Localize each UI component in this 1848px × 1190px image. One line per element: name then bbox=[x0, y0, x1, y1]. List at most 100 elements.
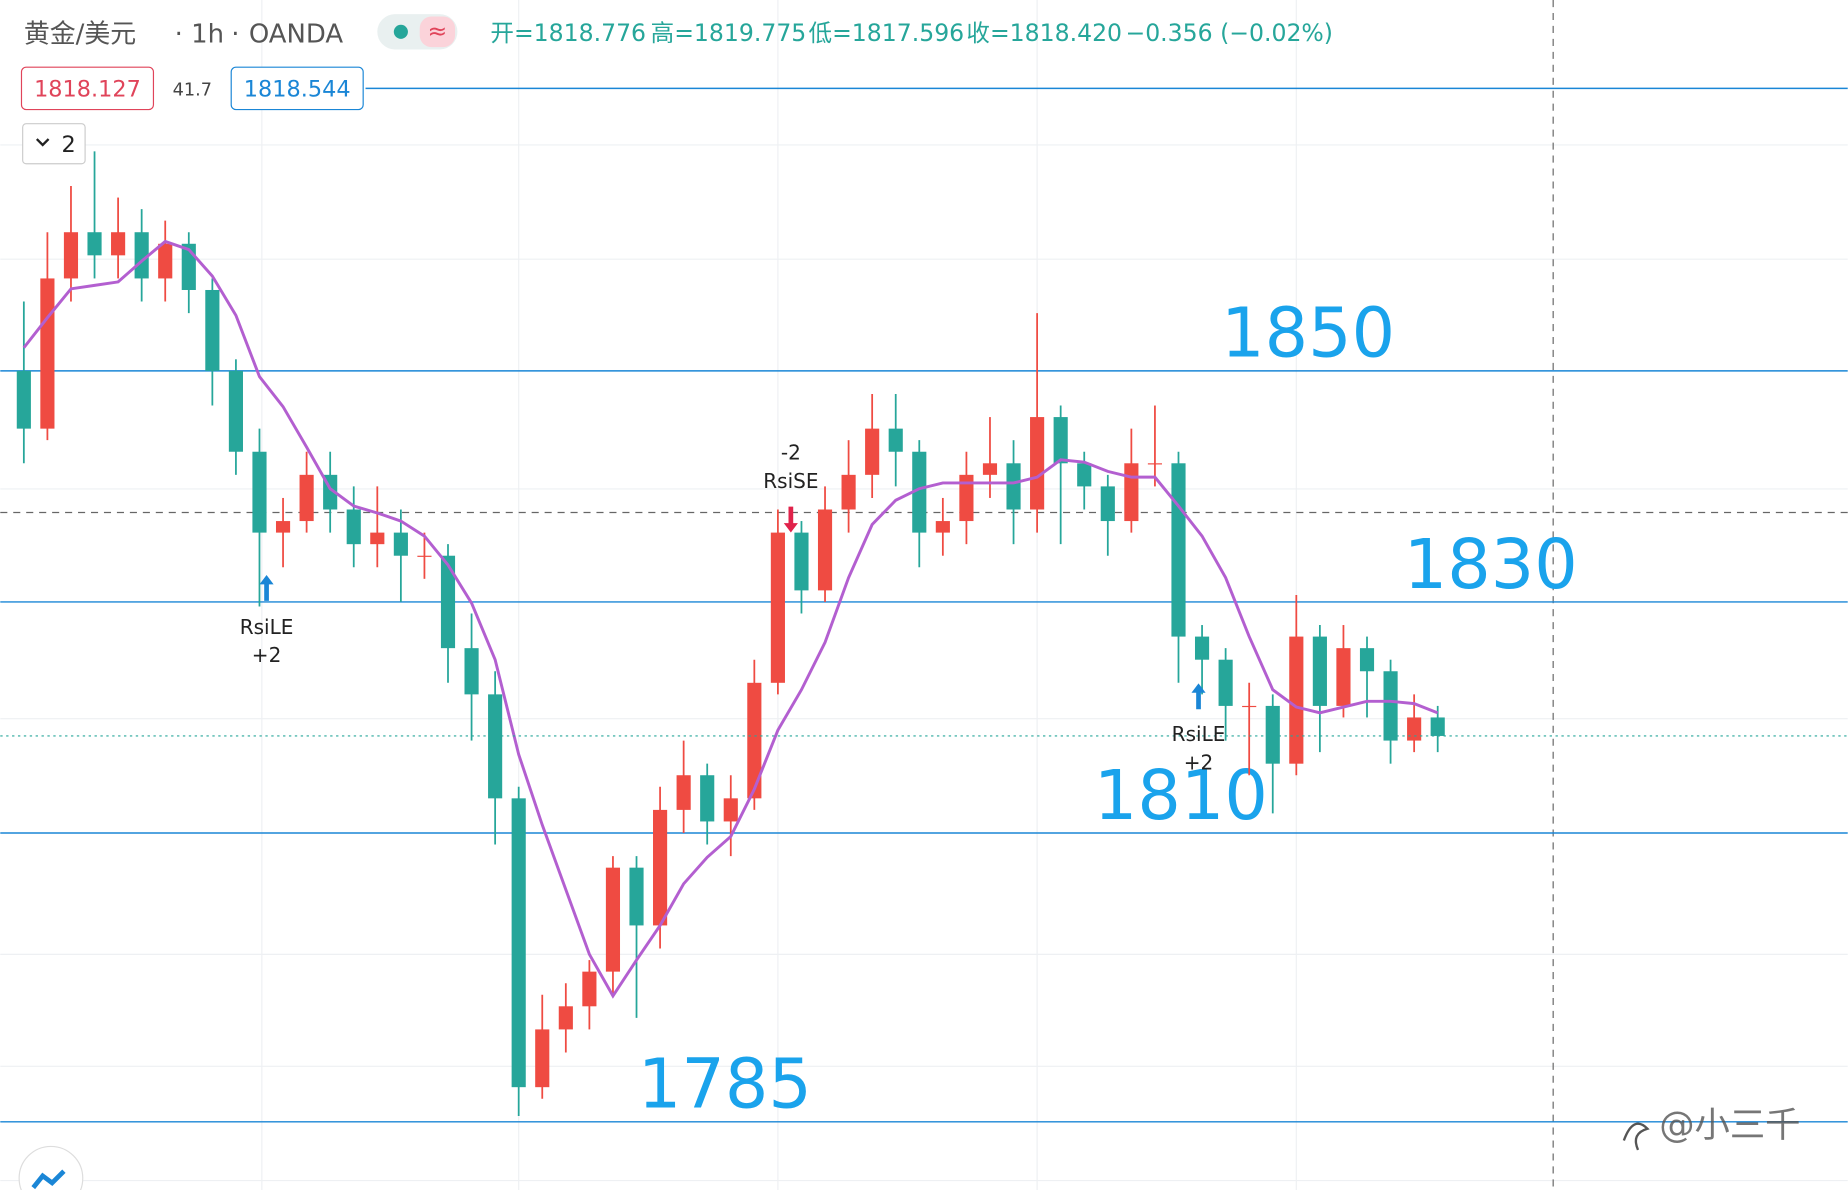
weibo-logo bbox=[1622, 1122, 1650, 1151]
trade-panel: 1818.127 41.7 1818.544 2 bbox=[20, 66, 364, 165]
sep: · bbox=[231, 19, 239, 49]
candle-body bbox=[1312, 636, 1327, 706]
signal-text: +2 bbox=[252, 643, 282, 667]
sell-box[interactable] bbox=[20, 66, 155, 111]
signal-text: RsiLE bbox=[1172, 722, 1226, 746]
candle-body bbox=[1265, 705, 1280, 764]
candle-body bbox=[841, 474, 856, 510]
logo-mark bbox=[31, 1169, 66, 1190]
watermark: @小三千 bbox=[1622, 1105, 1801, 1151]
candle-body bbox=[63, 232, 79, 279]
candle-body bbox=[1171, 463, 1186, 637]
candle-body bbox=[393, 532, 408, 556]
candle-body bbox=[134, 232, 149, 279]
plot: 1850 1830 1810 1785 RsiLE +2 -2 RsiSE RsiLE +2 bbox=[0, 151, 1848, 1125]
candle-body bbox=[1053, 417, 1068, 464]
level-label: 1830 bbox=[1404, 526, 1578, 605]
candle-body bbox=[228, 370, 243, 452]
candle-body bbox=[1147, 463, 1162, 465]
ma-line bbox=[22, 239, 1439, 999]
signal-arrow bbox=[259, 574, 274, 601]
candle-body bbox=[1100, 486, 1115, 522]
candle-body bbox=[440, 555, 456, 649]
candle-body bbox=[275, 521, 291, 533]
signal-text: -2 bbox=[781, 441, 801, 465]
candle-body bbox=[747, 682, 762, 799]
candle-body bbox=[865, 428, 880, 475]
candle-body bbox=[299, 474, 314, 522]
candle-body bbox=[1218, 659, 1233, 706]
delay-icon: ≈ bbox=[428, 17, 448, 45]
candle-body bbox=[205, 289, 220, 371]
candle-body bbox=[511, 798, 526, 1088]
candle-body bbox=[535, 1029, 550, 1088]
signal-text: +2 bbox=[1184, 750, 1214, 774]
candle-body bbox=[700, 775, 715, 822]
logo-circle[interactable] bbox=[18, 1145, 84, 1190]
candle-body bbox=[558, 1006, 573, 1030]
interval: 1h bbox=[191, 19, 224, 49]
buy-box[interactable] bbox=[230, 66, 364, 111]
candle-body bbox=[582, 971, 597, 1007]
candle-body bbox=[1383, 671, 1398, 741]
candle-body bbox=[252, 451, 267, 533]
candle-body bbox=[959, 474, 974, 522]
market-dot bbox=[393, 24, 408, 39]
logo bbox=[18, 1145, 84, 1190]
indicator-toggle[interactable] bbox=[22, 123, 86, 165]
candle-body bbox=[1359, 648, 1375, 672]
candle-body bbox=[1289, 636, 1304, 764]
buy-price: 1818.544 bbox=[244, 77, 351, 103]
signal-text: RsiLE bbox=[240, 615, 294, 639]
candle-body bbox=[629, 867, 644, 926]
delay-chip bbox=[419, 16, 456, 48]
ohlc-close: 收=1818.420 bbox=[966, 19, 1122, 47]
candle-body bbox=[982, 463, 998, 475]
candle-body bbox=[346, 509, 361, 545]
candle-body bbox=[158, 243, 173, 279]
candle-body bbox=[1006, 463, 1021, 510]
candle-body bbox=[87, 232, 102, 256]
candle-body bbox=[935, 521, 950, 533]
ohlc-change: −0.356 (−0.02%) bbox=[1125, 19, 1333, 47]
candle-body bbox=[464, 648, 479, 695]
candle-body bbox=[605, 867, 621, 972]
candle-body bbox=[1242, 705, 1257, 708]
candle-body bbox=[1430, 717, 1445, 736]
candle-body bbox=[676, 775, 691, 810]
signal-text: RsiSE bbox=[763, 469, 818, 493]
level-label: 1810 bbox=[1094, 757, 1268, 836]
candle-body bbox=[723, 798, 738, 822]
spread: 41.7 bbox=[173, 80, 212, 100]
watermark-text: @小三千 bbox=[1659, 1105, 1800, 1146]
candle-body bbox=[370, 532, 385, 545]
sell-price: 1818.127 bbox=[34, 77, 141, 103]
candle-body bbox=[1336, 648, 1351, 706]
ohlc-low: 低=1817.596 bbox=[809, 19, 965, 47]
candle-body bbox=[912, 451, 927, 533]
candle-body bbox=[40, 278, 55, 429]
candle-body bbox=[794, 532, 809, 591]
sep: · bbox=[175, 19, 183, 49]
candle-body bbox=[888, 428, 903, 452]
candle-body bbox=[488, 694, 503, 799]
candle-body bbox=[111, 232, 126, 256]
candle-body bbox=[16, 370, 31, 429]
signal-arrow bbox=[783, 506, 798, 533]
chevron bbox=[35, 138, 50, 147]
level-label: 1785 bbox=[638, 1046, 812, 1125]
candle-body bbox=[770, 532, 785, 683]
exchange: OANDA bbox=[249, 19, 344, 49]
candle-body bbox=[417, 555, 432, 557]
candle-body bbox=[817, 509, 833, 591]
indicator-count: 2 bbox=[61, 132, 75, 158]
signal-arrow bbox=[1191, 683, 1206, 710]
candle-body bbox=[1077, 463, 1092, 487]
candle-body bbox=[1407, 717, 1422, 741]
candle-body bbox=[1030, 417, 1045, 510]
candle-body bbox=[653, 809, 668, 926]
candle-body bbox=[1124, 463, 1139, 522]
header: 黄金/美元 · 1h · OANDA ≈ 开=1818.776 高=1819.7… bbox=[24, 14, 1333, 50]
